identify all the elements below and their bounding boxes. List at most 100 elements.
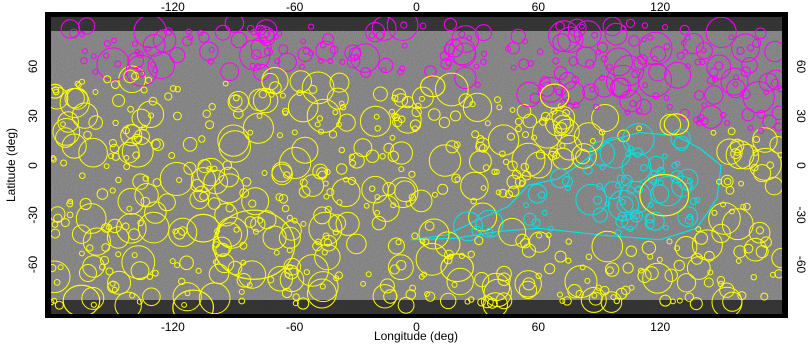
x-tick-label-bottom: -60 (286, 320, 304, 334)
crater-marker (314, 238, 322, 246)
crater-marker-north (771, 105, 782, 121)
crater-marker (115, 176, 122, 184)
crater-marker (197, 159, 212, 174)
crater-marker-north (548, 20, 580, 53)
crater-marker-north (207, 58, 214, 65)
crater-marker (469, 101, 476, 108)
crater-marker (769, 136, 782, 154)
crater-marker (308, 211, 343, 246)
crater-marker (238, 297, 246, 305)
crater-marker-north (650, 46, 667, 63)
crater-marker (507, 132, 515, 141)
crater-marker (101, 223, 111, 233)
crater-marker (51, 260, 71, 294)
crater-marker-north (308, 23, 315, 30)
crater-marker (109, 187, 116, 194)
y-tick-labels-right: 60 30 0 -30 -60 (794, 60, 808, 274)
crater-marker (78, 137, 108, 168)
y-tick-label-left: 0 (26, 162, 40, 169)
crater-marker (313, 206, 332, 225)
crater-marker-region (694, 197, 701, 204)
crater-marker-region (632, 147, 643, 158)
crater-marker (228, 94, 243, 109)
crater-marker (727, 127, 736, 136)
crater-marker-region (687, 177, 693, 184)
crater-marker (75, 82, 82, 88)
crater-marker (760, 292, 769, 301)
crater-marker (719, 282, 735, 298)
crater-marker (470, 197, 478, 205)
crater-marker (491, 168, 498, 176)
crater-marker-north (740, 66, 752, 77)
crater-marker (372, 284, 397, 309)
crater-marker-north (597, 42, 608, 53)
crater-marker (383, 289, 398, 304)
crater-marker (148, 96, 158, 106)
crater-marker (176, 177, 183, 184)
crater-marker (261, 170, 268, 176)
crater-marker-region (662, 153, 668, 160)
crater-marker-north (585, 59, 595, 69)
crater-marker (173, 111, 182, 121)
crater-marker-north (510, 64, 517, 71)
large-crater-marker (51, 83, 64, 99)
crater-marker (431, 191, 438, 198)
crater-marker-north (747, 44, 755, 52)
crater-marker (324, 205, 332, 213)
crater-marker (284, 272, 291, 279)
crater-marker (514, 270, 542, 298)
crater-marker (567, 284, 582, 299)
crater-marker (248, 88, 272, 112)
crater-marker (189, 189, 209, 210)
crater-marker (428, 144, 462, 177)
crater-marker (335, 211, 360, 236)
crater-marker (169, 258, 176, 265)
crater-marker (474, 272, 490, 288)
crater-marker (659, 113, 682, 136)
crater-marker (477, 297, 486, 307)
crater-marker (57, 264, 64, 271)
crater-marker-north (199, 41, 219, 61)
crater-marker-north (628, 35, 640, 47)
crater-marker (374, 209, 381, 216)
crater-marker (454, 176, 461, 183)
crater-marker (114, 291, 142, 314)
crater-marker-north (631, 69, 640, 79)
crater-marker-north (475, 24, 492, 42)
crater-marker (372, 86, 388, 102)
crater-marker-north (96, 47, 130, 81)
crater-marker (673, 259, 685, 272)
crater-marker-north (131, 40, 139, 47)
y-tick-label-left: 60 (26, 60, 40, 74)
crater-marker-region (657, 179, 664, 186)
crater-marker-north (592, 103, 600, 111)
crater-marker (339, 104, 347, 111)
crater-marker (53, 213, 63, 224)
crater-marker-north (443, 17, 457, 31)
large-crater-marker (539, 83, 570, 109)
crater-marker (434, 72, 469, 107)
crater-marker-north (706, 54, 732, 80)
crater-marker (411, 232, 419, 240)
crater-marker-north (147, 51, 176, 80)
crater-marker-north (60, 19, 81, 39)
crater-marker (52, 86, 60, 94)
crater-marker (450, 110, 461, 122)
crater-marker (144, 201, 167, 224)
crater-marker-north (397, 68, 404, 76)
crater-marker-north (624, 109, 631, 116)
crater-marker (99, 255, 110, 266)
crater-marker (208, 263, 230, 285)
x-tick-label-top: 60 (532, 0, 546, 14)
crater-marker-north (770, 78, 780, 88)
crater-marker (480, 185, 487, 191)
crater-marker (374, 194, 381, 201)
crater-marker-region (652, 176, 683, 207)
crater-marker (183, 161, 197, 175)
crater-marker (418, 218, 450, 250)
crater-marker-region (670, 128, 691, 149)
crater-marker-region (671, 162, 679, 169)
crater-marker (552, 114, 574, 136)
crater-marker (216, 216, 249, 249)
